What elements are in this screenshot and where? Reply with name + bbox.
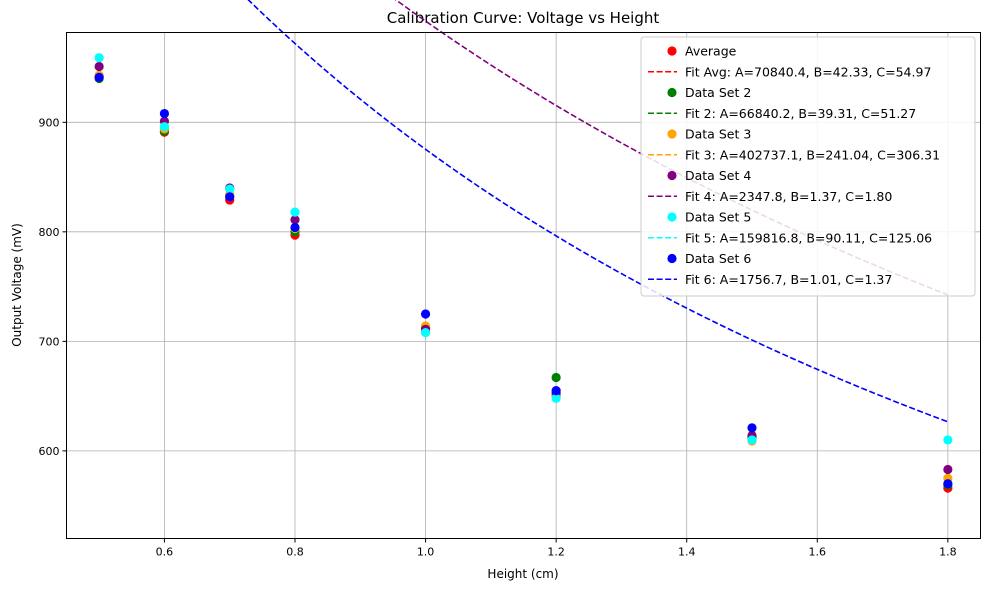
- legend-label: Data Set 5: [685, 210, 751, 225]
- legend-fit-label: Fit 4: A=2347.8, B=1.37, C=1.80: [685, 189, 892, 204]
- fit-curves: [247, 0, 949, 423]
- data-point: [159, 122, 170, 132]
- data-point: [225, 192, 235, 202]
- legend-fit-label: Fit Avg: A=70840.4, B=42.33, C=54.97: [685, 64, 931, 79]
- legend-marker: [667, 87, 677, 98]
- x-tick-label: 1.8: [939, 546, 957, 559]
- y-tick-label: 600: [39, 445, 60, 458]
- x-tick-label: 1.4: [678, 546, 696, 559]
- data-point: [747, 423, 757, 433]
- legend: Average Fit Avg: A=70840.4, B=42.33, C=54…: [640, 36, 976, 297]
- axis-ticks: 0.6 0.8 1.0 1.2 1.4 1.6 1.8 600 700 800 900: [39, 116, 957, 558]
- data-point: [943, 479, 953, 489]
- data-point: [551, 386, 561, 396]
- legend-fit-label: Fit 3: A=402737.1, B=241.04, C=306.31: [685, 147, 940, 162]
- legend-fit-label: Fit 2: A=66840.2, B=39.31, C=51.27: [685, 106, 916, 121]
- legend-label: Data Set 2: [685, 85, 751, 100]
- data-point: [943, 464, 953, 475]
- data-point: [747, 435, 757, 445]
- legend-label: Average: [685, 44, 737, 59]
- y-tick-label: 800: [39, 226, 60, 239]
- data-point: [94, 72, 104, 82]
- legend-marker: [667, 129, 677, 139]
- data-point: [290, 222, 300, 233]
- fit-line: [394, 0, 949, 296]
- legend-label: Data Set 6: [685, 251, 751, 266]
- legend-marker: [667, 46, 677, 56]
- data-point: [290, 207, 300, 217]
- legend-marker: [667, 170, 677, 181]
- data-point: [159, 108, 170, 119]
- x-tick-label: 1.6: [809, 546, 827, 559]
- legend-marker: [667, 212, 677, 222]
- plot-frame: [66, 32, 981, 539]
- data-point: [420, 328, 431, 338]
- x-tick-label: 0.6: [156, 546, 174, 559]
- x-tick-label: 1.0: [417, 546, 435, 559]
- data-point: [94, 53, 104, 63]
- x-axis-label: Height (cm): [487, 567, 558, 581]
- data-point: [290, 215, 300, 225]
- fit-line: [247, 0, 949, 423]
- data-point: [94, 61, 104, 72]
- y-tick-label: 900: [39, 116, 60, 129]
- x-tick-label: 1.2: [547, 546, 565, 559]
- legend-fit-label: Fit 6: A=1756.7, B=1.01, C=1.37: [685, 272, 892, 287]
- legend-label: Data Set 4: [685, 168, 751, 183]
- data-point: [943, 435, 953, 445]
- data-point: [551, 372, 561, 383]
- y-axis-label: Output Voltage (mV): [10, 223, 24, 347]
- legend-box: [640, 36, 976, 297]
- chart-title: Calibration Curve: Voltage vs Height: [387, 9, 660, 27]
- y-tick-label: 700: [39, 335, 60, 348]
- data-point: [225, 184, 235, 194]
- legend-marker: [667, 253, 677, 264]
- data-point: [551, 393, 561, 403]
- data-points: [94, 53, 953, 493]
- legend-label: Data Set 3: [685, 127, 751, 142]
- data-point: [420, 309, 431, 319]
- x-tick-label: 0.8: [286, 546, 304, 559]
- legend-fit-label: Fit 5: A=159816.8, B=90.11, C=125.06: [685, 230, 932, 245]
